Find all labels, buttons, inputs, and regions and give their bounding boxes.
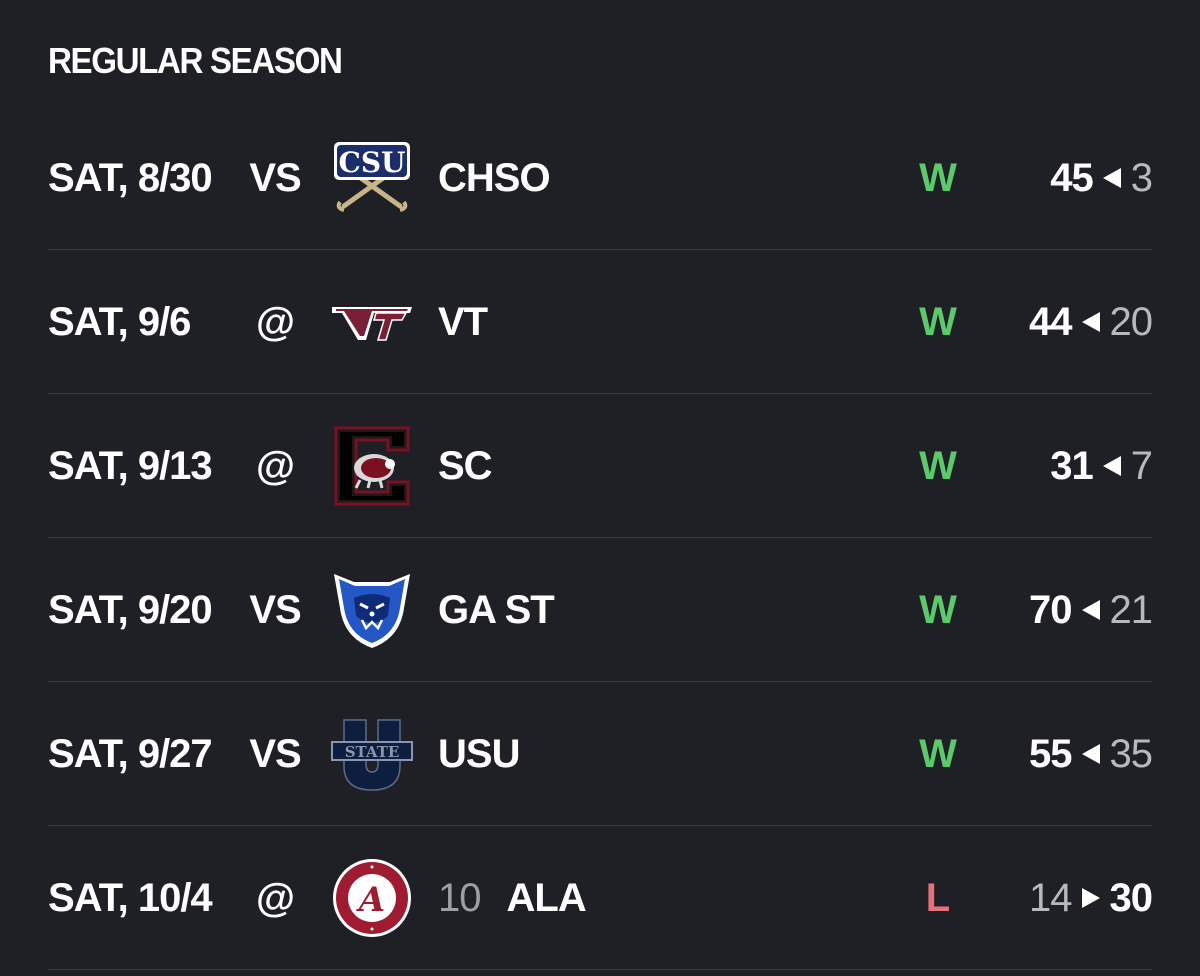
- game-result: W: [919, 299, 957, 344]
- winner-arrow-icon: [1081, 312, 1100, 332]
- opponent-label: ALA: [506, 875, 587, 920]
- game-result: W: [919, 587, 957, 632]
- ala-logo-icon: A: [330, 826, 414, 970]
- opponent-label: CHSO: [438, 155, 551, 200]
- team-score: 55: [1029, 731, 1072, 776]
- winner-arrow-icon: [1081, 888, 1100, 908]
- winner-arrow-icon: [1081, 744, 1100, 764]
- vt-logo-icon: [330, 250, 414, 394]
- opponent-score: 20: [1109, 299, 1153, 344]
- game-date: SAT, 9/20: [48, 587, 213, 632]
- game-result: W: [919, 443, 957, 488]
- game-date: SAT, 8/30: [48, 155, 213, 200]
- team-score: 44: [1029, 299, 1072, 344]
- sc-logo-icon: [330, 394, 414, 538]
- game-row[interactable]: SAT, 8/30 VS CSU CHSO W 45: [48, 106, 1153, 250]
- opponent-name[interactable]: 10 ALA: [438, 826, 587, 970]
- usu-logo-icon: STATE: [330, 682, 414, 826]
- opponent-score: 7: [1130, 443, 1153, 488]
- opponent-score: 21: [1109, 587, 1153, 632]
- home-away: @: [255, 875, 295, 920]
- game-list: SAT, 8/30 VS CSU CHSO W 45: [0, 106, 1200, 970]
- game-row[interactable]: SAT, 9/6 @ VT W 44 20: [48, 250, 1153, 394]
- game-score: 70 21: [952, 538, 1153, 682]
- opponent-name[interactable]: CHSO: [438, 106, 551, 250]
- game-row[interactable]: SAT, 9/27 VS STATE USU W 55 35: [48, 682, 1153, 826]
- home-away: VS: [249, 731, 301, 776]
- svg-text:CSU: CSU: [339, 146, 406, 179]
- game-result: W: [919, 155, 957, 200]
- opponent-label: SC: [438, 443, 493, 488]
- chso-logo-icon: CSU: [330, 106, 414, 250]
- svg-text:A: A: [356, 880, 385, 920]
- game-score: 45 3: [952, 106, 1153, 250]
- game-row[interactable]: SAT, 9/13 @ SC W 31 7: [48, 394, 1153, 538]
- opponent-name[interactable]: USU: [438, 682, 520, 826]
- opponent-name[interactable]: VT: [438, 250, 488, 394]
- game-date: SAT, 9/27: [48, 731, 213, 776]
- home-away: @: [255, 299, 295, 344]
- game-row[interactable]: SAT, 9/20 VS GA ST W 70 21: [48, 538, 1153, 682]
- game-date: SAT, 10/4: [48, 875, 213, 920]
- game-result: W: [919, 731, 957, 776]
- opponent-rank: 10: [438, 875, 481, 920]
- opponent-label: VT: [438, 299, 488, 344]
- game-date: SAT, 9/13: [48, 443, 213, 488]
- gast-logo-icon: [330, 538, 414, 682]
- home-away: VS: [249, 155, 301, 200]
- opponent-label: USU: [438, 731, 520, 776]
- game-row[interactable]: SAT, 10/4 @ A 10 ALA L 14 30: [48, 826, 1153, 970]
- section-title: REGULAR SEASON: [48, 40, 343, 81]
- winner-arrow-icon: [1081, 600, 1100, 620]
- opponent-name[interactable]: SC: [438, 394, 493, 538]
- opponent-name[interactable]: GA ST: [438, 538, 555, 682]
- opponent-label: GA ST: [438, 587, 555, 632]
- opponent-score: 35: [1109, 731, 1153, 776]
- team-score: 70: [1029, 587, 1072, 632]
- winner-arrow-icon: [1102, 456, 1121, 476]
- opponent-score: 30: [1109, 875, 1153, 920]
- game-score: 44 20: [952, 250, 1153, 394]
- opponent-score: 3: [1130, 155, 1153, 200]
- winner-arrow-icon: [1102, 168, 1121, 188]
- home-away: VS: [249, 587, 301, 632]
- home-away: @: [255, 443, 295, 488]
- game-score: 31 7: [952, 394, 1153, 538]
- team-score: 14: [1029, 875, 1072, 920]
- game-score: 14 30: [952, 826, 1153, 970]
- game-result: L: [925, 875, 951, 920]
- svg-text:STATE: STATE: [345, 743, 400, 761]
- game-date: SAT, 9/6: [48, 299, 191, 344]
- game-score: 55 35: [952, 682, 1153, 826]
- team-score: 31: [1050, 443, 1093, 488]
- team-score: 45: [1050, 155, 1093, 200]
